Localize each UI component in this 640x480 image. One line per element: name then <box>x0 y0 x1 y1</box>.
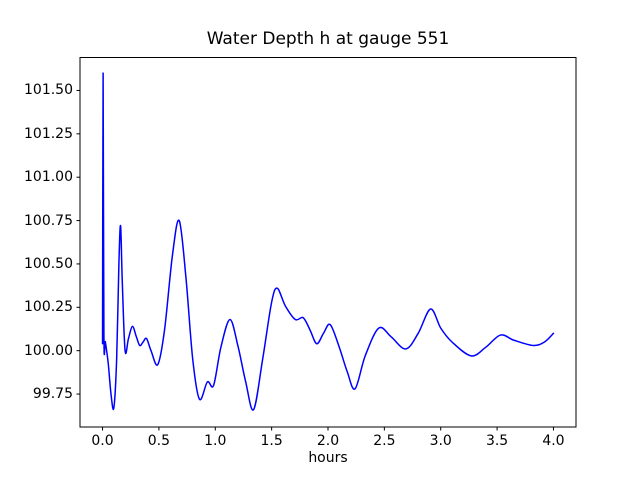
x-tick-label: 0.5 <box>147 433 171 449</box>
y-tick-label: 101.25 <box>24 125 73 142</box>
x-tick-label: 3.5 <box>485 433 509 449</box>
y-tick-label: 101.00 <box>24 169 73 186</box>
chart-title: Water Depth h at gauge 551 <box>206 29 450 49</box>
y-tick-label: 100.00 <box>24 342 73 359</box>
x-tick-label: 4.0 <box>542 433 565 449</box>
y-tick-label: 100.25 <box>24 299 73 316</box>
y-tick-label: 100.50 <box>24 255 73 272</box>
y-tick-label: 99.75 <box>32 386 73 403</box>
x-axis-label: hours <box>308 450 348 466</box>
x-tick-label: 1.0 <box>204 433 227 449</box>
x-tick-label: 2.0 <box>316 433 340 449</box>
x-tick-label: 0.0 <box>91 433 114 449</box>
data-line-water-depth-h <box>101 72 555 411</box>
y-tick-label: 100.75 <box>24 212 73 229</box>
plot-border <box>79 57 577 428</box>
y-tick-label: 101.50 <box>24 82 73 99</box>
x-tick-label: 3.0 <box>429 433 452 449</box>
x-tick-label: 1.5 <box>260 433 283 449</box>
x-tick-label: 2.5 <box>373 433 396 449</box>
